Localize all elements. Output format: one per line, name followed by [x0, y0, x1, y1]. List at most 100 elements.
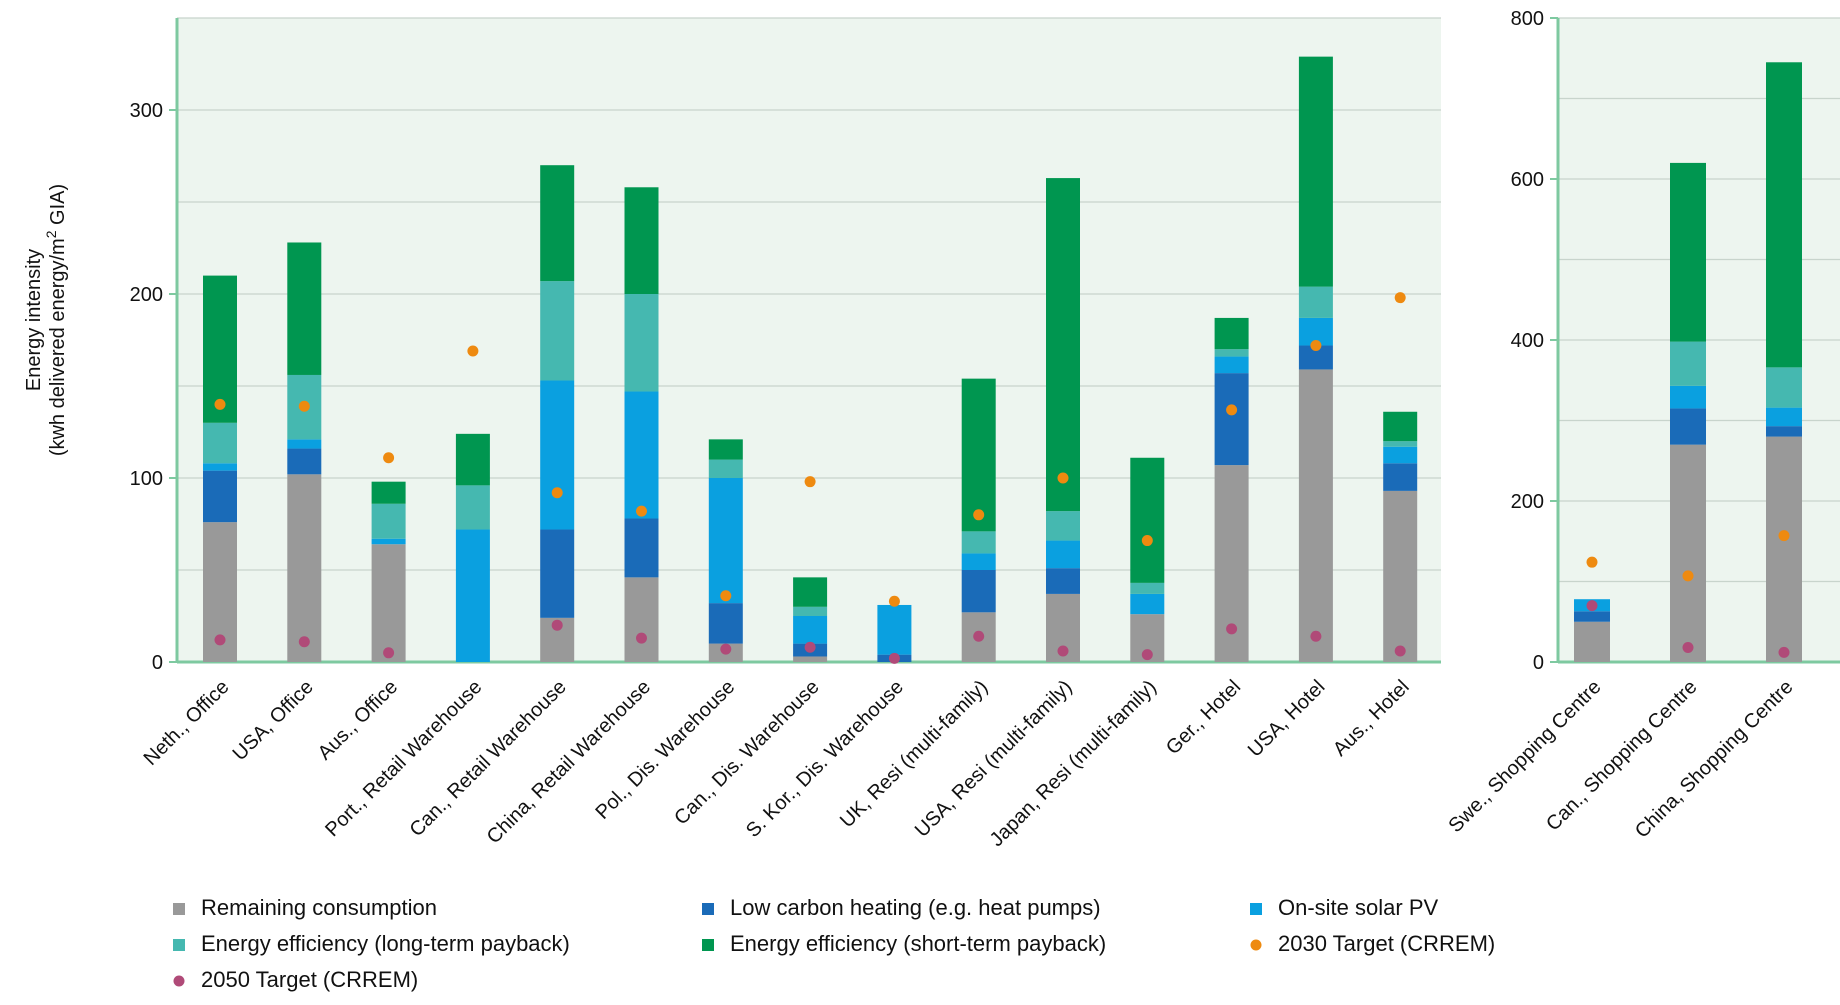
y-tick-label: 300 [130, 100, 163, 122]
target-2030-point [1586, 556, 1598, 568]
y-tick-label: 600 [1511, 169, 1544, 191]
target-2050-point [804, 641, 816, 653]
bar-segment-solar [455, 529, 490, 662]
x-category-label: China, Retail Warehouse [483, 676, 655, 848]
bar-segment-low_carbon [1298, 345, 1333, 370]
bar-segment-solar [540, 380, 575, 530]
target-2030-point [1310, 340, 1322, 352]
target-2030-point [973, 509, 985, 521]
y-axis-title-line2: (kwh delivered energy/m [47, 238, 69, 456]
legend-item-low_carbon: Low carbon heating (e.g. heat pumps) [702, 895, 1101, 920]
y-tick-label: 0 [1533, 652, 1544, 674]
x-category-label: Can., Dis. Warehouse [670, 676, 823, 829]
bar-segment-solar [624, 391, 659, 519]
bar-segment-solar [1130, 593, 1165, 615]
bar-segment-ee_long [540, 281, 575, 381]
x-category-label: USA, Office [229, 676, 318, 765]
x-category-label: UK, Resi (multi-family) [836, 676, 992, 832]
legend-swatch [1250, 903, 1262, 915]
legend-label: Energy efficiency (short-term payback) [730, 931, 1106, 956]
bar-segment-ee_short [961, 378, 996, 532]
bar-segment-solar [1214, 356, 1249, 374]
bar-segment-solar [708, 478, 743, 604]
y-tick-label: 200 [130, 284, 163, 306]
x-category-label: Port., Retail Warehouse [321, 676, 486, 841]
bar-segment-low_carbon [203, 470, 237, 523]
target-2030-point [1141, 535, 1153, 547]
target-2030-point [1057, 472, 1069, 484]
x-category-label: Japan, Resi (multi-family) [986, 676, 1161, 851]
bar-segment-ee_short [371, 481, 406, 504]
x-category-label: Aus., Office [314, 676, 402, 764]
bar-segment-low_carbon [1214, 373, 1249, 466]
legend-label: On-site solar PV [1278, 895, 1438, 920]
bar-segment-ee_short [1670, 162, 1706, 342]
target-2050-point [636, 632, 647, 644]
target-2050-point [720, 643, 732, 655]
x-category-label: Pol., Dis. Warehouse [591, 676, 739, 824]
bar-segment-low_carbon [1670, 408, 1706, 445]
bar-segment-ee_short [1214, 317, 1249, 350]
legend-label: 2030 Target (CRREM) [1278, 931, 1495, 956]
legend: Remaining consumption Low carbon heating … [173, 895, 1495, 992]
target-2030-point [1682, 570, 1694, 582]
target-2050-point [1310, 630, 1322, 642]
bar-segment-low_carbon [1766, 426, 1802, 437]
x-category-label: Aus., Hotel [1329, 676, 1414, 761]
bar-segment-low_carbon [540, 529, 575, 618]
bar-segment-remaining [1574, 621, 1610, 662]
bar-segment-ee_short [1383, 411, 1418, 442]
x-category-label: Can., Retail Warehouse [406, 676, 571, 841]
bar-segment-ee_short [287, 242, 322, 375]
bar-segment-low_carbon [624, 518, 659, 578]
target-2030-point [1778, 530, 1790, 542]
bar-segment-remaining [1670, 444, 1706, 662]
y-axis-title: Energy intensity (kwh delivered energy/m2… [23, 184, 69, 456]
target-2050-point [1226, 623, 1238, 635]
legend-dot [1250, 939, 1262, 951]
target-2030-point [720, 590, 732, 602]
y-axis-title-superscript: 2 [43, 230, 59, 238]
bar-segment-solar [1046, 540, 1080, 569]
bar-segment-low_carbon [708, 603, 743, 644]
bar-segment-ee_short [1766, 62, 1802, 368]
x-category-label: USA, Hotel [1244, 676, 1330, 762]
target-2030-point [1226, 404, 1238, 416]
bar-segment-ee_short [624, 187, 659, 294]
target-2030-point [467, 345, 479, 357]
bar-segment-solar [793, 616, 828, 644]
legend-item-ee_long: Energy efficiency (long-term payback) [173, 931, 570, 956]
bar-segment-remaining [1298, 369, 1333, 662]
legend-label: Remaining consumption [201, 895, 437, 920]
bar-segment-ee_long [793, 606, 828, 616]
target-2030-point [888, 595, 900, 607]
bar-segment-ee_long [455, 485, 490, 530]
target-2030-point [298, 400, 310, 412]
y-axis-title-line2-end: GIA) [47, 184, 69, 231]
target-2050-point [1057, 645, 1069, 657]
bar-segment-solar [203, 463, 237, 471]
y-tick-label: 100 [130, 468, 163, 490]
bar-segment-ee_long [1214, 349, 1249, 357]
x-category-label: USA, Resi (multi-family) [911, 676, 1077, 842]
bar-segment-ee_short [455, 433, 490, 486]
target-2030-point [383, 452, 395, 464]
bar-segment-ee_short [1046, 178, 1080, 512]
bar-segment-ee_long [1298, 286, 1333, 318]
legend-swatch [702, 903, 714, 915]
target-2050-point [1141, 649, 1153, 661]
bar-segment-ee_long [203, 422, 237, 464]
bar-segment-ee_short [203, 275, 237, 423]
bar-segment-remaining [287, 474, 322, 662]
bar-segment-solar [1670, 385, 1706, 409]
y-tick-label: 800 [1511, 8, 1544, 30]
target-2030-point [1394, 292, 1406, 304]
bar-segment-ee_long [708, 459, 743, 478]
x-category-label: China, Shopping Centre [1631, 676, 1798, 843]
x-category-label: Neth., Office [140, 676, 234, 770]
bar-segment-ee_short [708, 439, 743, 460]
